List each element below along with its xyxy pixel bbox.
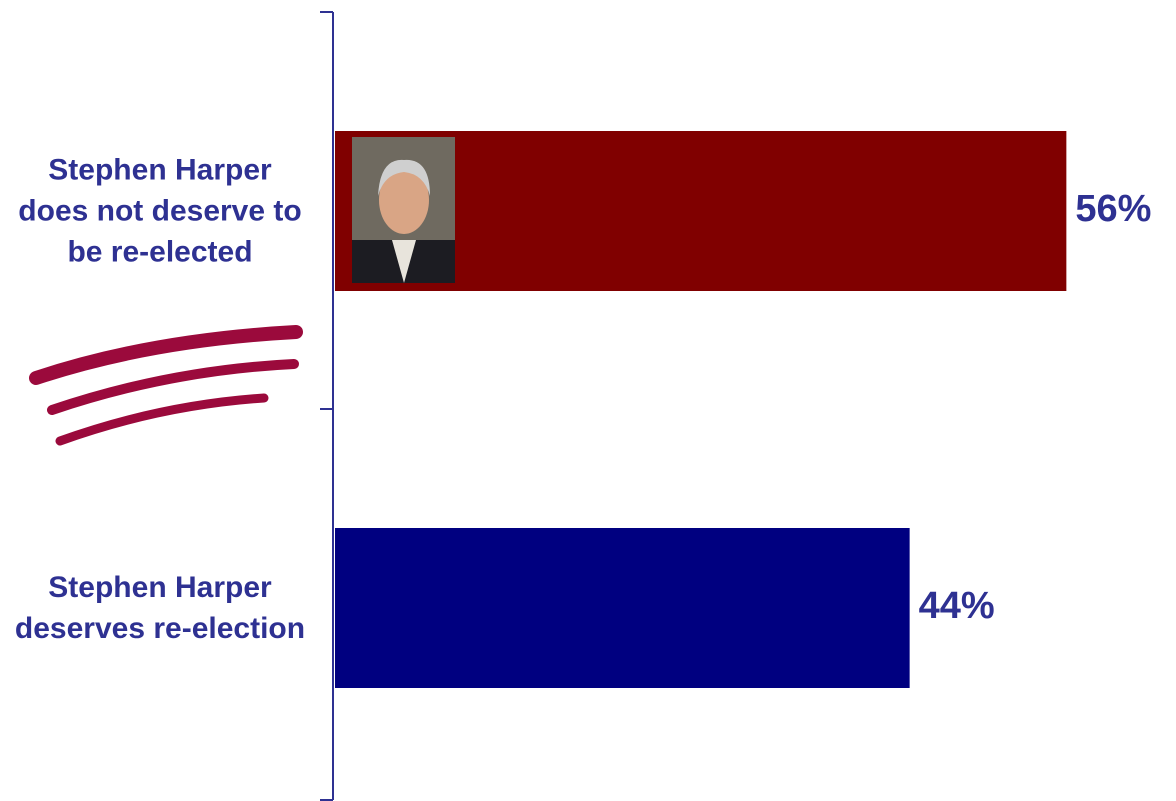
- category-label: Stephen Harper deserves re-election: [14, 571, 306, 645]
- bar: [335, 528, 910, 688]
- photo: [352, 137, 455, 283]
- category-label: Stephen Harper does not deserve to be re…: [18, 153, 302, 269]
- photo-face: [379, 166, 429, 234]
- swooshes: [29, 325, 303, 446]
- photo-shirt: [392, 240, 416, 283]
- value-label: 44%: [919, 585, 995, 627]
- value-label: 56%: [1075, 188, 1151, 230]
- bar: [335, 131, 1067, 291]
- photo-hair: [378, 159, 430, 196]
